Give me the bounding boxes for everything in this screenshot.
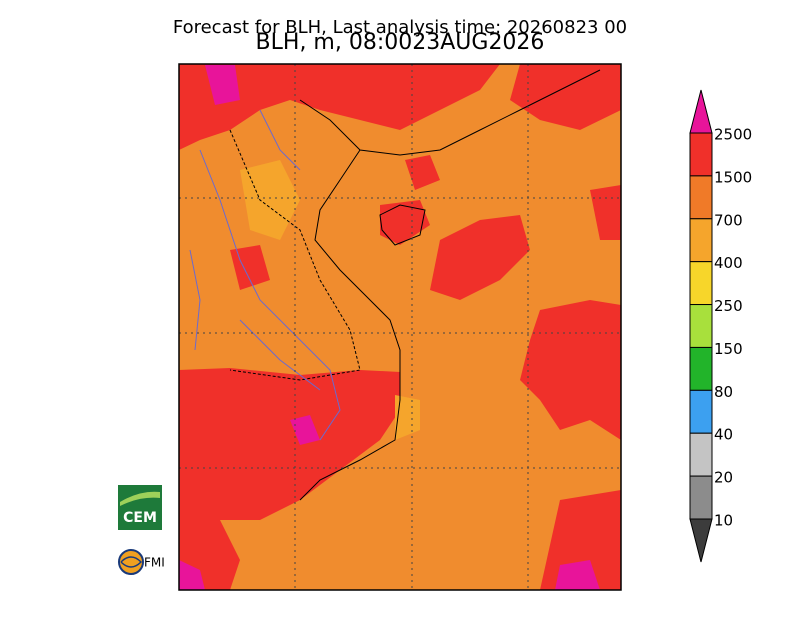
colorbar-label: 20 <box>714 469 733 487</box>
colorbar-label: 150 <box>714 340 743 358</box>
fmi-logo: FMI <box>118 549 165 575</box>
cem-label: CEM <box>123 510 157 526</box>
colorbar-label: 400 <box>714 254 743 272</box>
colorbar-arrow-top <box>689 89 713 134</box>
colorbar-segment <box>689 475 713 520</box>
colorbar-label: 2500 <box>714 126 752 144</box>
subtitle: BLH, m, 08:0023AUG2026 <box>256 30 545 55</box>
colorbar-segment <box>689 218 713 263</box>
colorbar: 2500 1500 700 400 250 150 80 40 20 10 <box>689 89 752 563</box>
title: Forecast for BLH, Last analysis time: 20… <box>173 17 627 38</box>
colorbar-label: 10 <box>714 512 733 530</box>
colorbar-label: 40 <box>714 426 733 444</box>
colorbar-segment <box>689 261 713 306</box>
colorbar-segment <box>689 346 713 391</box>
colorbar-label: 250 <box>714 297 743 315</box>
fmi-label: FMI <box>144 556 165 570</box>
colorbar-segment <box>689 132 713 177</box>
colorbar-label: 700 <box>714 211 743 229</box>
cem-logo: CEM <box>118 485 162 530</box>
colorbar-segment <box>689 432 713 477</box>
colorbar-label: 1500 <box>714 168 752 186</box>
colorbar-segment <box>689 304 713 348</box>
colorbar-label: 80 <box>714 383 733 401</box>
colorbar-segment <box>689 389 713 434</box>
colorbar-segment <box>689 175 713 220</box>
colorbar-arrow-bottom <box>689 518 713 563</box>
map <box>178 63 622 591</box>
